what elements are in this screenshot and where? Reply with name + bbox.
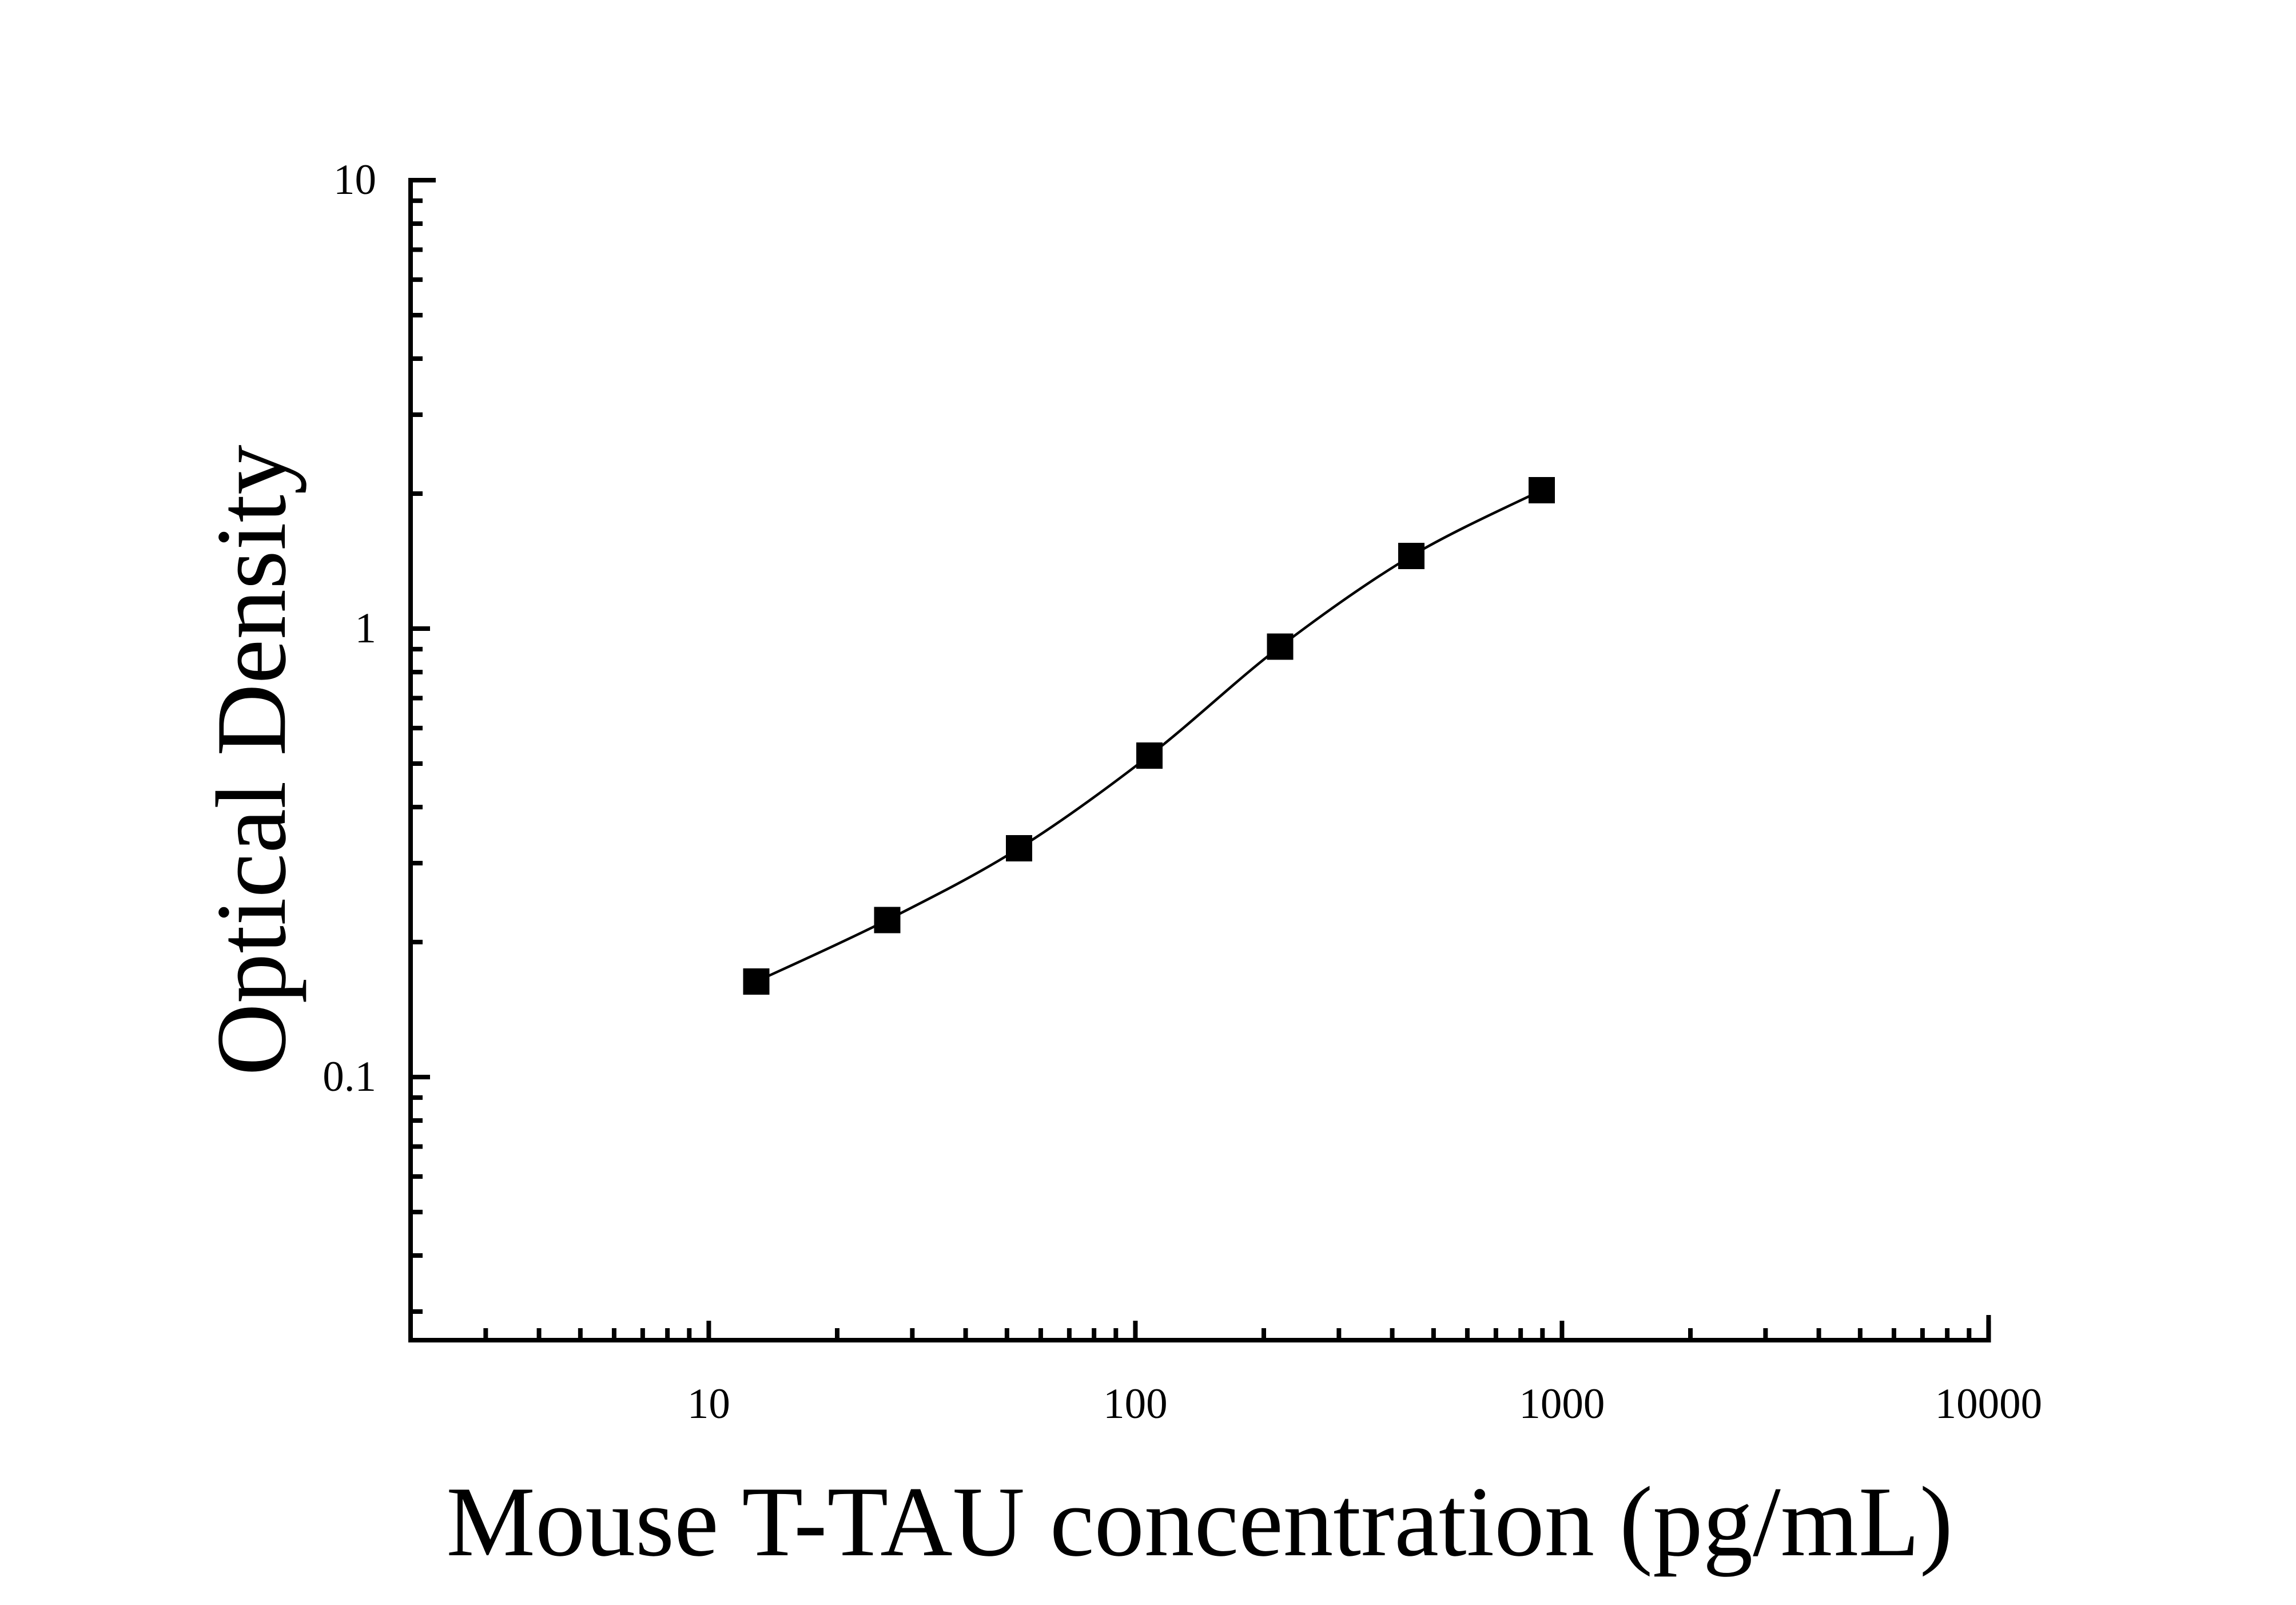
svg-text:0.1: 0.1 bbox=[323, 1053, 376, 1101]
svg-text:1: 1 bbox=[355, 605, 377, 652]
svg-text:100: 100 bbox=[1103, 1380, 1168, 1428]
svg-text:1000: 1000 bbox=[1519, 1380, 1605, 1428]
svg-text:Mouse T-TAU concentration (pg/: Mouse T-TAU concentration (pg/mL) bbox=[446, 1466, 1953, 1577]
svg-text:10: 10 bbox=[687, 1380, 730, 1428]
svg-text:Optical Density: Optical Density bbox=[196, 444, 307, 1075]
svg-text:10: 10 bbox=[333, 156, 376, 204]
svg-text:10000: 10000 bbox=[1935, 1380, 2043, 1428]
